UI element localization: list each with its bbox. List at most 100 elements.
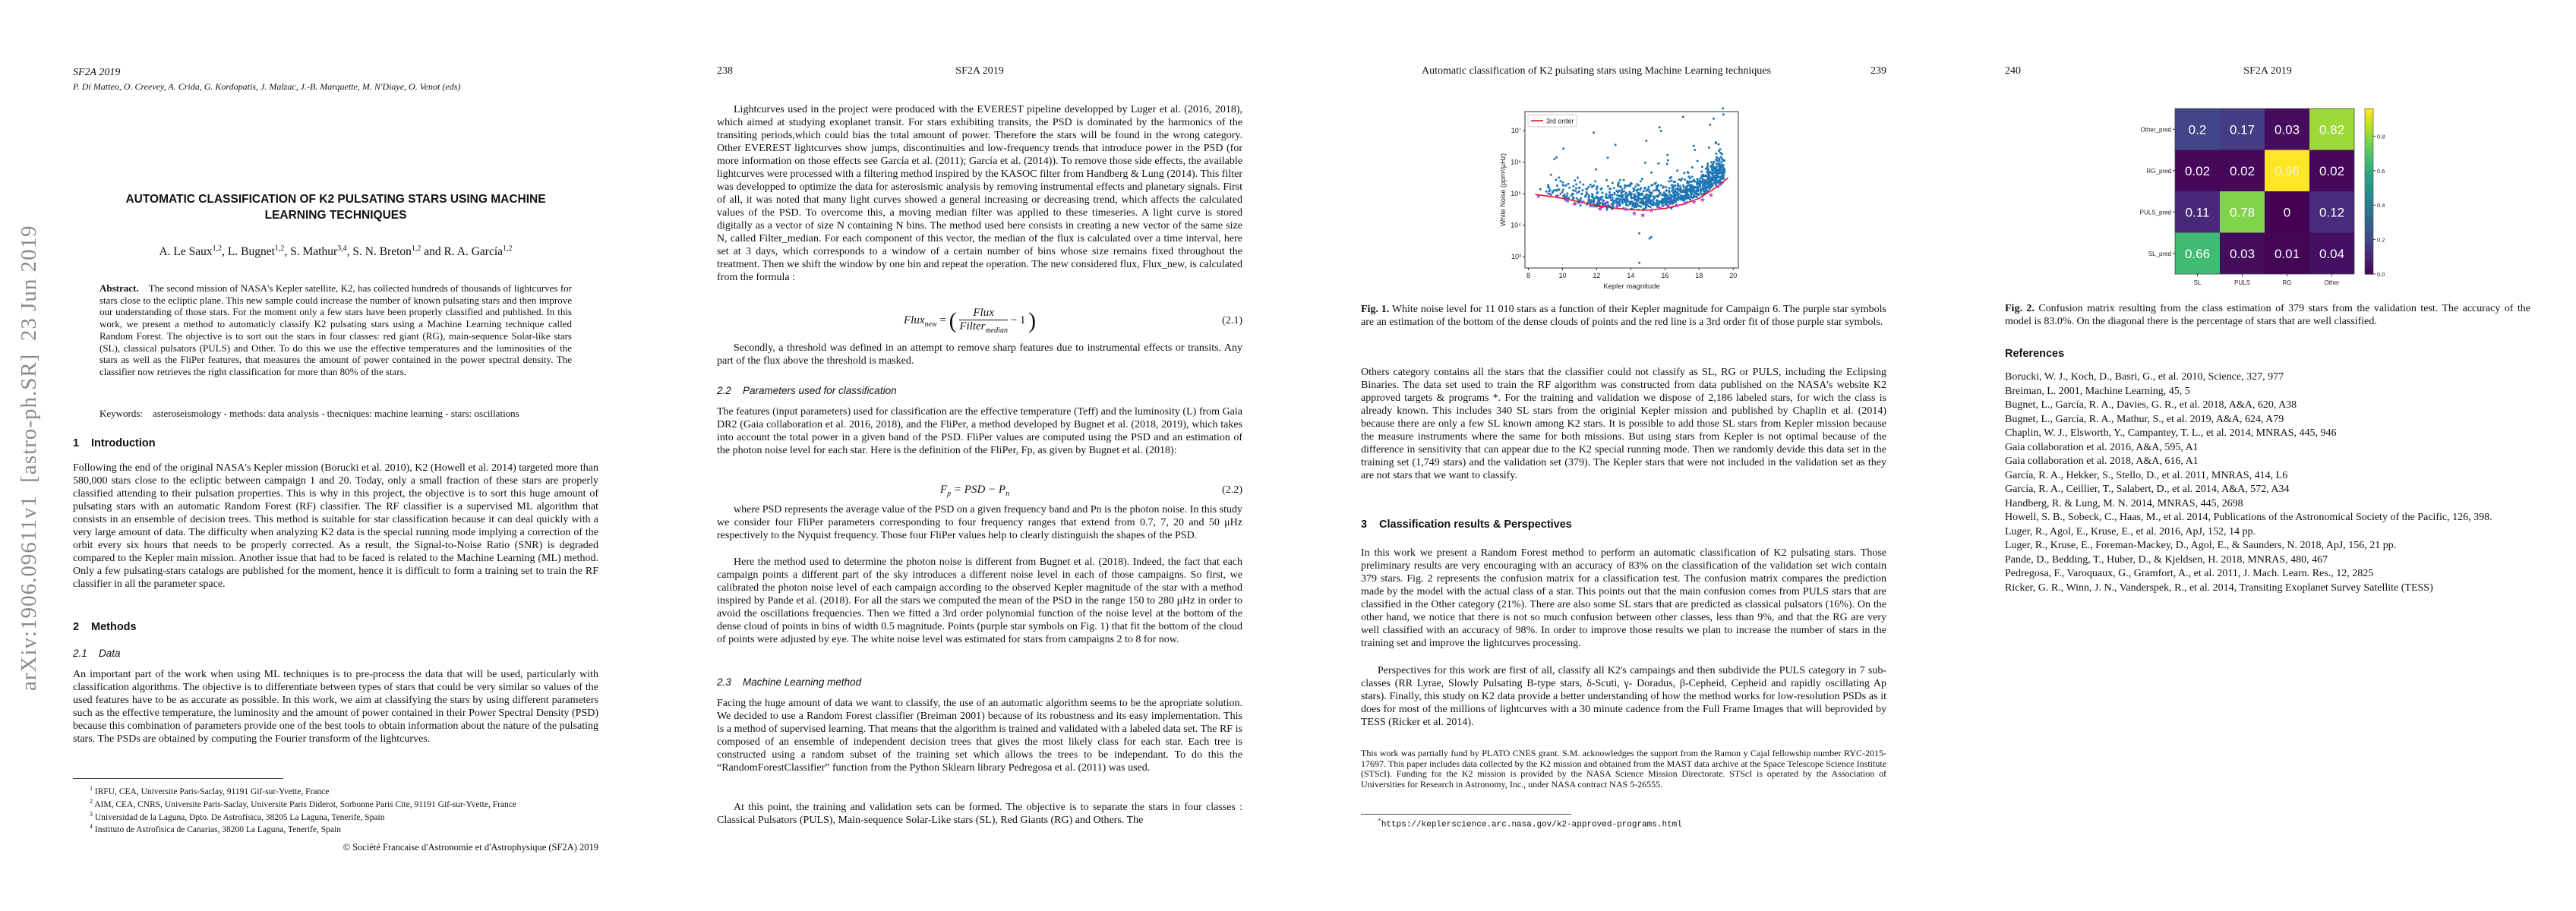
colorbar-segment: [2365, 111, 2373, 115]
colorbar-segment: [2365, 172, 2373, 175]
section-number: 1: [73, 437, 80, 449]
purple-star-marker: ★: [1682, 200, 1688, 207]
scatter-point: [1625, 195, 1628, 198]
scatter-point: [1559, 192, 1562, 195]
editors: P. Di Matteo, O. Creevey, A. Crida, G. K…: [73, 81, 461, 92]
scatter-point: [1694, 180, 1697, 183]
intro-paragraph: Following the end of the original NASA's…: [73, 462, 598, 590]
scatter-point: [1684, 197, 1687, 200]
colorbar-segment: [2365, 191, 2373, 195]
scatter-point: [1670, 194, 1672, 197]
author: R. A. García1,2: [444, 244, 513, 258]
scatter-point: [1647, 200, 1650, 203]
scatter-point: [1632, 190, 1635, 193]
x-category-label: PULS: [2234, 279, 2250, 286]
scatter-point: [1676, 169, 1679, 172]
purple-star-marker: ★: [1563, 197, 1569, 204]
scatter-point: [1643, 161, 1646, 164]
scatter-points: [1539, 107, 1726, 264]
scatter-point: [1675, 197, 1678, 200]
scatter-point: [1718, 179, 1720, 182]
scatter-point: [1643, 195, 1646, 198]
reference-item: Howell, S. B., Sobeck, C., Haas, M., et …: [2005, 512, 2492, 523]
scatter-point: [1589, 204, 1592, 207]
scatter-point: [1577, 199, 1580, 201]
scatter-point: [1608, 194, 1612, 197]
paragraph-results: In this work we present a Random Forest …: [1361, 547, 1886, 649]
scatter-point: [1618, 203, 1621, 206]
scatter-point: [1672, 198, 1675, 201]
scatter-point: [1601, 191, 1604, 194]
running-head: Automatic classification of K2 pulsating…: [1422, 65, 1771, 77]
y-category-label: Other_pred: [2141, 126, 2171, 133]
scatter-point: [1719, 148, 1722, 151]
scatter-point: [1589, 199, 1593, 202]
footnote-url[interactable]: *https://keplerscience.arc.nasa.gov/k2-a…: [1378, 817, 1682, 831]
scatter-point: [1572, 196, 1575, 199]
scatter-point: [1562, 188, 1564, 191]
scatter-point: [1564, 184, 1567, 187]
colorbar-segment: [2365, 235, 2373, 239]
running-head: SF2A 2019: [2243, 65, 2292, 77]
scatter-point: [1642, 203, 1645, 206]
scatter-point: [1640, 178, 1643, 181]
matrix-cell: [2265, 150, 2309, 191]
scatter-point: [1669, 200, 1672, 202]
scatter-point: [1645, 190, 1648, 192]
scatter-point: [1599, 198, 1602, 200]
section-number: 3: [1361, 519, 1368, 531]
eq-lhs: F: [940, 484, 948, 496]
scatter-point: [1674, 200, 1677, 202]
scatter-point: [1539, 188, 1542, 191]
paragraph-others-category: Others category contains all the stars t…: [1361, 367, 1886, 481]
scatter-point: [1620, 192, 1623, 195]
scatter-point: [1715, 184, 1718, 187]
scatter-point: [1666, 195, 1669, 198]
scatter-point: [1649, 194, 1653, 197]
figure-1-scatter-plot: ★ ★ ★★ ★ ★ ★ ★★★ ★★ ★★ ★ ★ ★ ★ ★ ★★★8 10 12 14 16 18 2010³10…: [1499, 107, 1739, 291]
scatter-point: [1612, 201, 1615, 204]
scatter-point: [1635, 206, 1638, 209]
x-category-label: SL: [2194, 279, 2202, 286]
author-separator: ,: [284, 245, 291, 259]
scatter-point: [1721, 165, 1724, 169]
cell-value: 0.17: [2230, 122, 2255, 137]
scatter-point: [1686, 193, 1689, 196]
scatter-point: [1650, 200, 1653, 203]
scatter-point: [1715, 158, 1718, 161]
scatter-point: [1706, 181, 1709, 184]
scatter-point: [1691, 180, 1694, 183]
scatter-point: [1570, 194, 1573, 197]
colorbar-segment: [2365, 257, 2373, 261]
purple-star-marker: ★: [1640, 211, 1646, 219]
scatter-point: [1693, 190, 1696, 193]
scatter-point: [1645, 140, 1648, 142]
colorbar-segment: [2365, 238, 2373, 241]
scatter-point: [1589, 183, 1592, 186]
data-paragraph: An important part of the work when using…: [73, 669, 598, 745]
footnote-url-text[interactable]: https://keplerscience.arc.nasa.gov/k2-ap…: [1381, 820, 1682, 830]
caption-text: White noise level for 11 010 stars as a …: [1361, 304, 1886, 328]
matrix-cell: [2309, 191, 2354, 233]
scatter-point: [1670, 179, 1673, 182]
scatter-point: [1702, 175, 1705, 178]
scatter-point: [1620, 191, 1623, 194]
affiliation-footnote: 3 Universidad de la Laguna, Dpto. De Ast…: [90, 809, 384, 823]
reference-item: García, R. A., Hekker, S., Stello, D., e…: [2005, 469, 2288, 481]
colorbar-segment: [2365, 147, 2373, 151]
scatter-point: [1659, 184, 1662, 187]
purple-star-marker: ★: [1700, 196, 1706, 203]
scatter-point: [1706, 162, 1709, 165]
scatter-point: [1689, 198, 1692, 201]
scatter-point: [1575, 197, 1578, 200]
scatter-point: [1567, 197, 1571, 200]
y-category-label: SL_pred: [2148, 251, 2171, 257]
scatter-point: [1714, 142, 1717, 145]
colorbar-segment: [2365, 213, 2373, 217]
subsection-title: Machine Learning method: [743, 676, 862, 688]
matrix-cell: [2175, 191, 2220, 233]
scatter-point: [1670, 196, 1673, 199]
scatter-point: [1662, 199, 1665, 202]
matrix-cell: [2265, 191, 2309, 233]
colorbar-segment: [2365, 116, 2373, 121]
